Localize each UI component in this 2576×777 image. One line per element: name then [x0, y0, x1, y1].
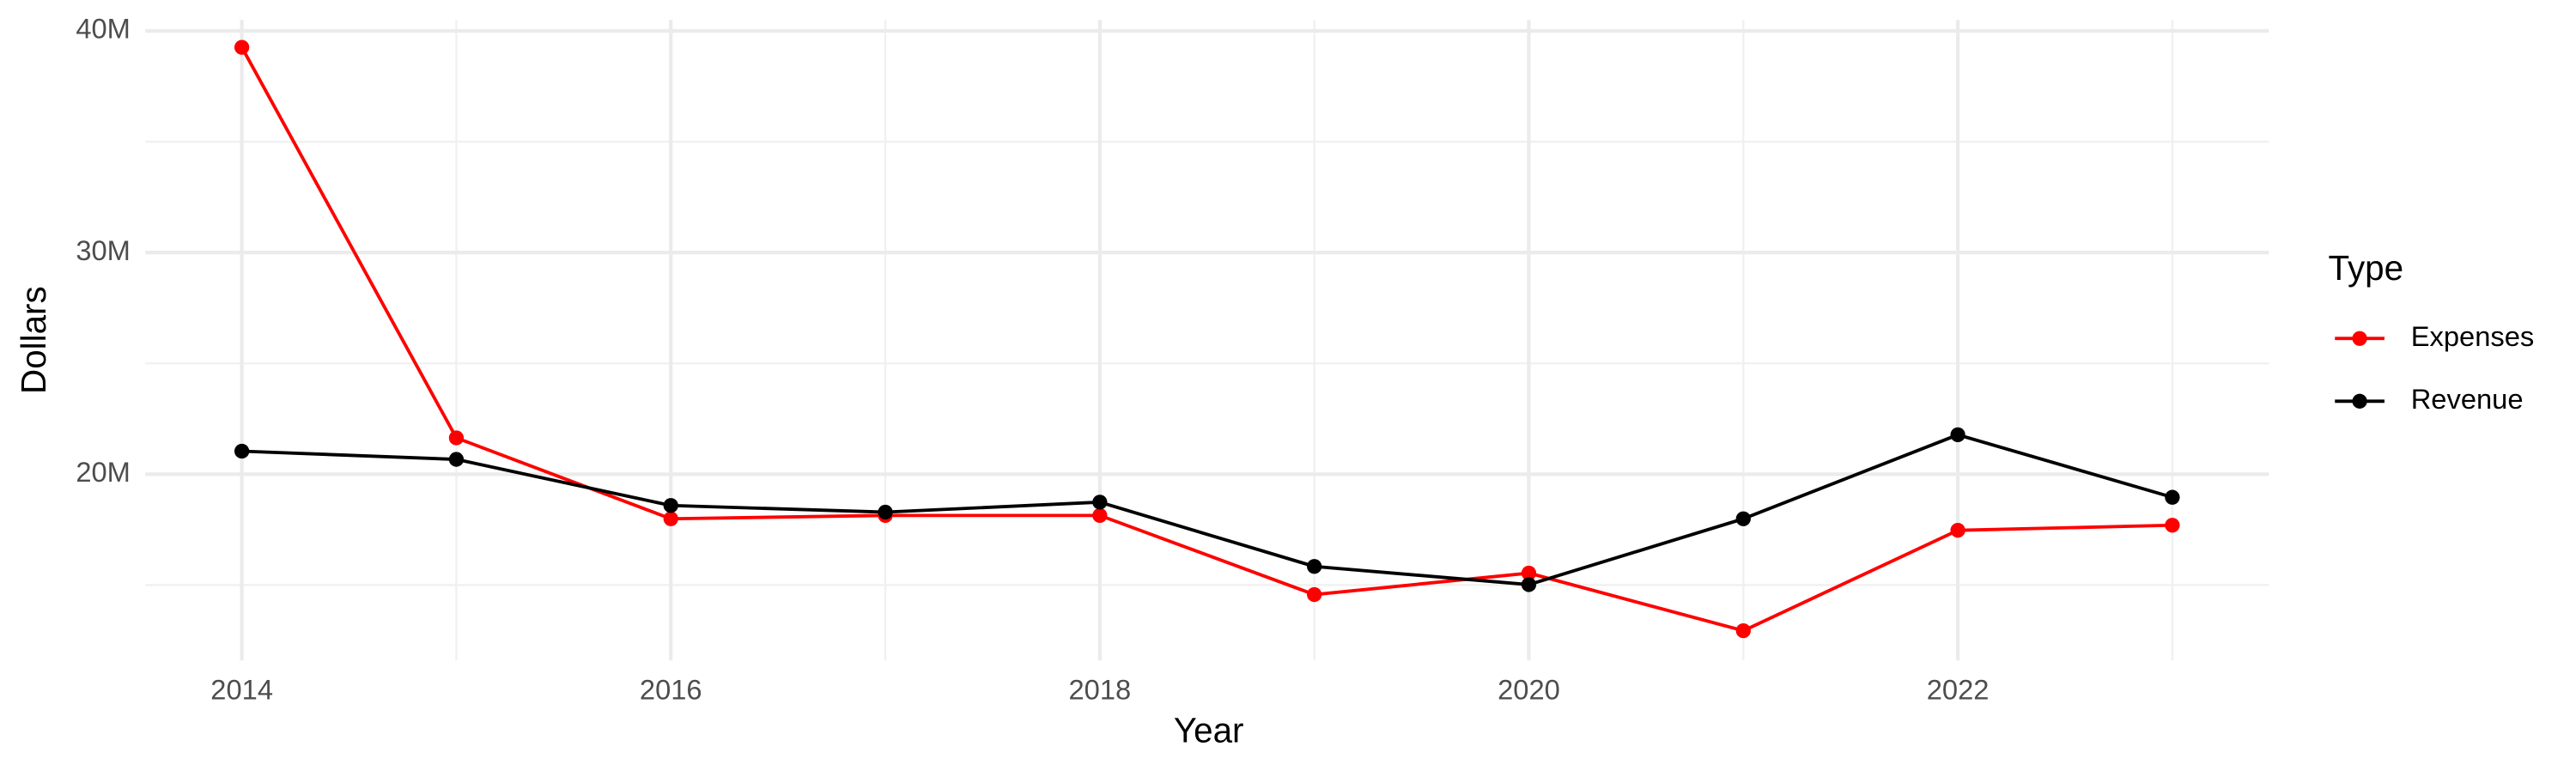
- y-tick-label: 30M: [76, 234, 131, 266]
- data-point: [1735, 622, 1751, 639]
- y-axis-title: Dollars: [14, 286, 53, 394]
- data-point: [1307, 586, 1322, 603]
- data-point: [1092, 495, 1108, 510]
- legend-marker: [2352, 331, 2367, 346]
- x-tick-label: 2018: [1069, 673, 1132, 705]
- data-point: [448, 452, 465, 467]
- data-point: [663, 511, 678, 526]
- legend-label: Expenses: [2411, 320, 2535, 352]
- y-tick-label: 40M: [76, 13, 131, 45]
- y-tick-label: 20M: [76, 456, 131, 488]
- data-point: [1521, 577, 1537, 592]
- x-tick-label: 2016: [640, 673, 702, 705]
- data-point: [1092, 507, 1108, 524]
- data-point: [1950, 523, 1965, 538]
- series-line: [240, 46, 2172, 633]
- legend-marker: [2352, 393, 2367, 409]
- data-point: [1735, 511, 1751, 526]
- x-tick-label: 2022: [1927, 673, 1990, 705]
- data-point: [2165, 518, 2180, 533]
- x-tick-label: 2020: [1498, 673, 1560, 705]
- data-point: [1521, 565, 1537, 581]
- data-point: [1950, 427, 1965, 443]
- x-axis-title: Year: [1174, 711, 1244, 750]
- data-point: [448, 430, 465, 446]
- x-tick-label: 2014: [210, 673, 273, 705]
- data-point: [234, 443, 250, 459]
- legend-label: Revenue: [2411, 383, 2524, 415]
- data-point: [663, 498, 678, 513]
- data-point: [2165, 489, 2180, 505]
- legend-title: Type: [2329, 248, 2404, 288]
- data-point: [1307, 559, 1322, 574]
- series-line: [241, 433, 2173, 586]
- data-point: [234, 39, 250, 55]
- data-point: [878, 504, 893, 520]
